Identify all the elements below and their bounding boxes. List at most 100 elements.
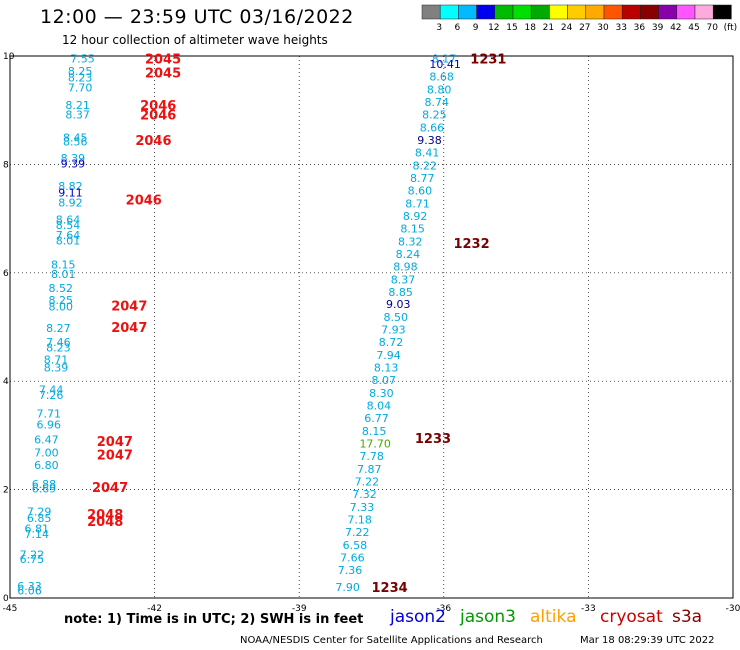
legend-swatch [676,4,696,20]
wave-height-value: 7.70 [68,81,93,94]
y-tick-label: 2 [3,486,9,496]
wave-height-value: 7.36 [338,564,363,577]
pass-time-label: 2048 [87,515,123,530]
color-legend: 3 6 9 12 15 18 21 24 27 30 33 36 39 42 45 70 (ft) [421,4,737,33]
pass-time-label: 2047 [111,299,147,314]
pass-time-label: 2048 [87,508,123,523]
wave-height-value: 7.33 [350,501,375,514]
legend-label: 33 [615,23,626,33]
units-note: note: 1) Time is in UTC; 2) SWH is in fe… [64,612,364,627]
legend-swatch [567,4,587,20]
wave-height-value: 8.23 [68,72,93,85]
wave-height-value: 8.92 [403,210,428,223]
wave-height-value: 8.41 [415,146,440,159]
legend-label: 3 [436,23,442,33]
x-tick-label: -33 [581,604,596,614]
map-frame [9,55,734,599]
pass-time-label: 1232 [453,237,489,252]
pass-time-label: 1231 [470,53,506,68]
wave-height-value: 8.45 [63,131,88,144]
legend-label: 42 [670,23,681,33]
legend-swatch [712,4,732,20]
legend-swatch [549,4,568,20]
pass-time-label: 2046 [140,99,176,114]
wave-height-value: 9.39 [61,157,86,170]
legend-label: 21 [543,23,554,33]
wave-height-value: 8.50 [384,311,409,324]
wave-height-value: 7.87 [357,463,382,476]
legend-label: 70 [706,23,718,33]
wave-height-value: 8.82 [58,180,82,193]
wave-height-value: 8.85 [388,286,413,299]
page-subtitle: 12 hour collection of altimeter wave hei… [62,33,328,47]
wave-height-value: 8.07 [372,374,397,387]
wave-height-value: 8.39 [61,152,86,165]
pass-time-label: 2046 [126,194,162,209]
pass-time-label: 2045 [145,66,181,81]
pass-time-label: 1233 [415,432,451,447]
legend-label: 39 [652,23,664,33]
wave-height-value: 6.88 [32,478,57,491]
wave-height-value: 8.39 [44,362,69,375]
wave-height-value: 7.64 [56,229,81,242]
legend-swatch [476,4,496,20]
wave-height-value: 7.94 [376,349,401,362]
legend-label: 27 [579,23,590,33]
wave-height-value: 7.78 [359,450,384,463]
wave-height-value: 7.14 [24,528,49,541]
wave-height-value: 8.23 [46,342,71,355]
legend-label: 15 [506,23,517,33]
wave-height-value: 8.27 [46,322,71,335]
pass-time-label: 2047 [92,481,128,496]
pass-time-labels: 2045204520462046204620462047204720472047… [87,53,506,596]
wave-height-value: 8.17 [432,53,457,66]
wave-height-value: 10.41 [429,58,461,71]
legend-swatch [658,4,678,20]
wave-height-value: 8.37 [65,109,90,122]
wave-height-value: 7.18 [347,513,372,526]
wave-height-value: 6.96 [37,419,62,432]
pass-time-label: 2046 [140,109,176,124]
wave-height-value: 8.68 [429,71,454,84]
wave-height-value: 8.71 [44,354,69,367]
satellite-cryosat: cryosat [600,607,663,627]
legend-label: 12 [488,23,499,33]
wave-height-value: 8.04 [367,400,392,413]
wave-height-value: 8.13 [374,362,399,375]
legend-swatch [530,4,550,20]
map-border [9,55,734,599]
wave-height-value: 8.66 [420,122,445,135]
wave-height-value: 7.22 [20,549,45,562]
pass-time-label: 2047 [97,435,133,450]
x-tick-label: -36 [436,604,451,614]
legend-label: 24 [561,23,573,33]
wave-height-value: 7.22 [355,475,380,488]
wave-height-value: 8.25 [49,294,73,307]
wave-height-value: 7.66 [340,551,365,564]
wave-height-value: 6.80 [34,459,59,472]
legend-label: 6 [455,23,461,33]
legend-swatch [494,4,514,20]
wave-height-value: 8.56 [63,136,88,149]
wave-height-value: 7.00 [34,447,59,460]
wave-height-value: 9.03 [386,298,411,311]
x-tick-label: -30 [726,604,740,614]
wave-height-value: 8.74 [425,96,450,109]
y-tick-label: 10 [3,52,15,62]
wave-height-value: 7.44 [39,383,64,396]
page-title: 12:00 — 23:59 UTC 03/16/2022 [40,6,354,28]
wave-height-value: 8.80 [427,84,452,97]
legend-swatch [694,4,714,20]
legend-swatch [603,4,623,20]
wave-height-value: 6.47 [34,434,59,447]
wave-height-value: 7.32 [352,488,377,501]
wave-height-value: 6.06 [17,584,42,597]
legend-swatch [585,4,605,20]
legend-label: 30 [597,23,609,33]
wave-height-value: 6.81 [24,523,49,536]
x-tick-label: -39 [292,604,307,614]
wave-height-value: 8.77 [410,172,435,185]
satellite-track-right: 8.1710.418.688.808.748.258.669.388.418.2… [335,53,460,594]
grid-lines [10,56,733,598]
